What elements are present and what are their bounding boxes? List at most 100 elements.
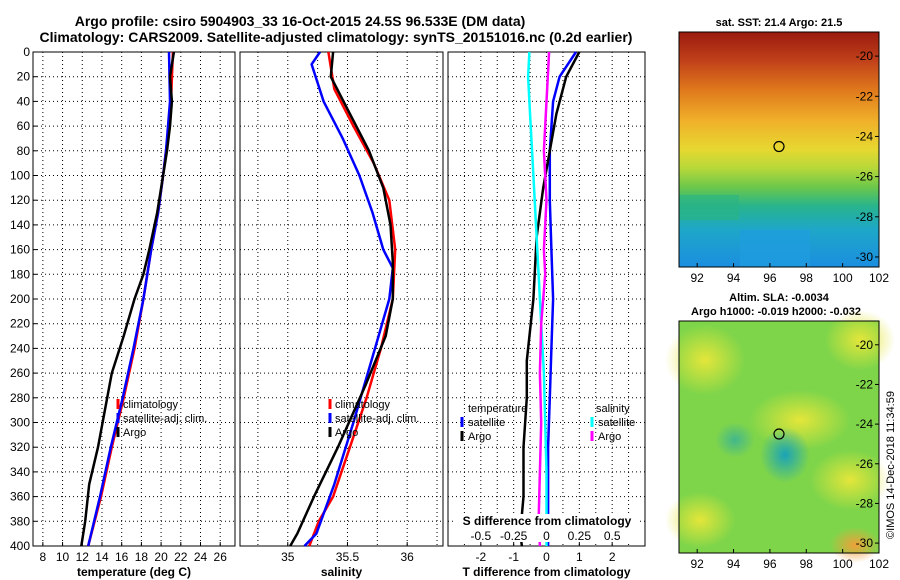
x-tick-label: 0 (543, 550, 550, 564)
sla-field-blob (810, 450, 890, 510)
y-tick-label: 340 (10, 465, 30, 479)
y-tick-label: 60 (17, 119, 31, 133)
s-tick-label: -0.25 (500, 529, 528, 543)
y-tick-label: 300 (10, 416, 30, 430)
s-tick-label: 0.5 (604, 529, 621, 543)
legend-entry: Argo (123, 427, 146, 439)
x-tick-label: 18 (135, 550, 149, 564)
y-tick-label: 260 (10, 366, 30, 380)
s-diff-axis-label: S difference from climatology (463, 514, 632, 528)
y-tick-label: -22 (856, 377, 874, 391)
sdiff-label-bg (455, 514, 640, 542)
y-tick-label: 380 (10, 514, 30, 528)
sst-map-title: sat. SST: 21.4 Argo: 21.5 (716, 17, 843, 29)
x-tick-label: 14 (95, 550, 109, 564)
x-tick-label: 35 (281, 550, 295, 564)
x-axis-label: salinity (321, 565, 363, 579)
y-tick-label: 220 (10, 317, 30, 331)
grid (33, 52, 235, 546)
grid (448, 52, 645, 546)
y-tick-label: 360 (10, 490, 30, 504)
x-tick-label: -1 (508, 550, 519, 564)
legend-entry: climatology (335, 399, 391, 411)
plot-frame (239, 51, 444, 547)
x-tick-label: 16 (115, 550, 129, 564)
figure-title-line1: Argo profile: csiro 5904903_33 16-Oct-20… (75, 13, 526, 29)
argo-location-marker (773, 140, 785, 153)
legend-entry: Argo (468, 431, 491, 443)
y-tick-label: -24 (856, 417, 874, 431)
x-tick-label: 100 (833, 557, 853, 571)
x-tick-label: 96 (763, 557, 777, 571)
sst-field-patch (679, 195, 739, 220)
y-tick-label: -26 (856, 170, 874, 184)
series-line-argo (289, 51, 395, 547)
sla-field-blob (715, 422, 755, 458)
legend-entry: climatology (123, 399, 179, 411)
x-tick-label: 10 (56, 550, 70, 564)
salinity-panel: 35 35.5 36 salinity climatology satellite-adj… (239, 51, 444, 579)
y-tick-label: 120 (10, 193, 30, 207)
series-line-satellite-adj-clim- (86, 51, 172, 547)
sla-map-title2: Argo h1000: -0.019 h2000: -0.032 (691, 306, 861, 318)
s-tick-label: -0.5 (470, 529, 491, 543)
x-tick-label: 8 (40, 550, 47, 564)
sla-field-blob (760, 427, 810, 483)
legend-title-salinity: salinity (596, 403, 630, 415)
y-tick-label: -24 (856, 129, 874, 143)
y-tick-label: 80 (17, 144, 31, 158)
sla-field-blob (665, 325, 745, 395)
x-tick-label: 24 (194, 550, 208, 564)
difference-panel: -2 -1 0 1 2T difference from climatology temp… (447, 51, 646, 579)
sla-map-frame (678, 320, 880, 554)
y-tick-label: 200 (10, 292, 30, 306)
y-tick-label: 160 (10, 243, 30, 257)
figure-title-line2: Climatology: CARS2009. Satellite-adjuste… (40, 29, 633, 45)
timestamp-footer: ©IMOS 14-Dec-2018 11:34:59 (885, 391, 897, 539)
x-tick-label: 1 (576, 550, 583, 564)
x-tick-label: 36 (400, 550, 414, 564)
y-tick-label: 20 (17, 70, 31, 84)
sla-field-blob (665, 492, 735, 548)
sla-field-blob (830, 527, 880, 563)
legend-entry: satellite-adj. clim. (335, 413, 419, 425)
legend-entry: satellite (468, 417, 505, 429)
x-tick-label: 98 (800, 271, 814, 285)
sst-field-patch (740, 230, 810, 267)
s-tick-label: 0.25 (568, 529, 592, 543)
legend-entry: satellite (598, 417, 635, 429)
x-tick-label: 35.5 (336, 550, 360, 564)
x-tick-label: 12 (76, 550, 90, 564)
sla-map-title1: Altim. SLA: -0.0034 (729, 292, 830, 304)
y-tick-label: 40 (17, 94, 31, 108)
x-tick-label: 102 (869, 271, 889, 285)
argo-location-marker (773, 428, 785, 440)
x-tick-label: 26 (214, 550, 228, 564)
sst-map-panel: sat. SST: 21.4 Argo: 21.5 92 94 96 98 100 102… (678, 17, 889, 285)
series-line-t-argo (518, 51, 581, 547)
x-tick-label: 92 (691, 557, 705, 571)
temperature-panel: 0 20 40 60 80 100 120 140 160 180 200 220 240 260 280 3… (10, 45, 236, 579)
y-tick-label: 140 (10, 218, 30, 232)
x-tick-label: 94 (727, 557, 741, 571)
y-tick-label: 320 (10, 440, 30, 454)
legend-entry: Argo (598, 431, 621, 443)
series-line-argo (80, 51, 176, 547)
y-tick-label: -30 (856, 536, 874, 550)
sla-map-panel: Altim. SLA: -0.0034 Argo h1000: -0.019 h… (665, 292, 895, 571)
x-tick-label: 92 (691, 271, 705, 285)
y-tick-label: 280 (10, 391, 30, 405)
x-tick-label: 100 (833, 271, 853, 285)
y-tick-label: -22 (856, 89, 874, 103)
series-line-t-satellite (546, 51, 578, 546)
x-axis-label: temperature (deg C) (77, 565, 191, 579)
sst-map-frame (678, 31, 880, 268)
sla-field-blob (825, 310, 895, 370)
legend-title-temperature: temperature (468, 403, 527, 415)
legend-entry: Argo (335, 427, 358, 439)
y-tick-label: -30 (856, 250, 874, 264)
series-line-satellite-adj-clim- (303, 51, 395, 547)
y-tick-label: -20 (856, 49, 874, 63)
series-line-s-argo (537, 51, 551, 547)
